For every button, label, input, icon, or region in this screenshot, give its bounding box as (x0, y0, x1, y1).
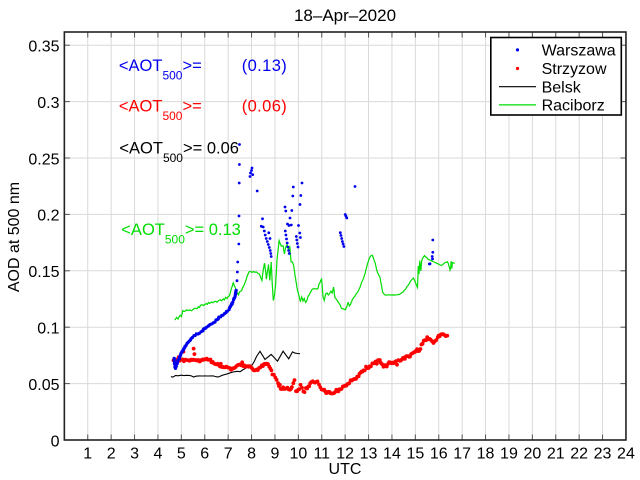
svg-text:13: 13 (360, 446, 378, 463)
svg-text:18: 18 (477, 446, 495, 463)
svg-text:(0.06): (0.06) (242, 98, 288, 116)
svg-text:Raciborz: Raciborz (542, 98, 605, 115)
svg-text:23: 23 (594, 446, 612, 463)
svg-text:3: 3 (130, 446, 139, 463)
svg-text:Strzyzow: Strzyzow (542, 61, 607, 78)
svg-text:15: 15 (406, 446, 424, 463)
svg-text:20: 20 (523, 446, 541, 463)
svg-text:18–Apr–2020: 18–Apr–2020 (294, 6, 396, 25)
svg-text:0: 0 (51, 433, 60, 450)
svg-text:9: 9 (270, 446, 279, 463)
svg-text:0.1: 0.1 (37, 321, 59, 338)
svg-text:11: 11 (313, 446, 330, 463)
svg-text:16: 16 (430, 446, 448, 463)
svg-text:7: 7 (224, 446, 233, 463)
svg-text:2: 2 (107, 446, 116, 463)
svg-text:0.25: 0.25 (28, 151, 59, 168)
svg-text:8: 8 (247, 446, 256, 463)
svg-text:5: 5 (177, 446, 186, 463)
svg-text:1: 1 (83, 446, 92, 463)
svg-text:Warszawa: Warszawa (542, 43, 616, 60)
svg-text:0.2: 0.2 (37, 208, 59, 225)
svg-text:6: 6 (200, 446, 209, 463)
svg-text:0.15: 0.15 (28, 264, 59, 281)
svg-text:UTC: UTC (329, 461, 362, 478)
svg-text:12: 12 (336, 446, 354, 463)
svg-text:17: 17 (453, 446, 471, 463)
svg-text:0.35: 0.35 (28, 39, 59, 56)
svg-text:22: 22 (570, 446, 588, 463)
svg-text:19: 19 (500, 446, 518, 463)
svg-text:14: 14 (383, 446, 401, 463)
svg-text:0.3: 0.3 (37, 95, 59, 112)
svg-text:Belsk: Belsk (542, 79, 582, 96)
svg-text:4: 4 (153, 446, 162, 463)
svg-text:21: 21 (547, 446, 565, 463)
svg-text:(0.13): (0.13) (242, 57, 288, 75)
svg-text:24: 24 (617, 446, 635, 463)
svg-text:AOD at 500 nm: AOD at 500 nm (6, 182, 23, 292)
svg-text:0.05: 0.05 (28, 377, 59, 394)
svg-text:10: 10 (289, 446, 307, 463)
